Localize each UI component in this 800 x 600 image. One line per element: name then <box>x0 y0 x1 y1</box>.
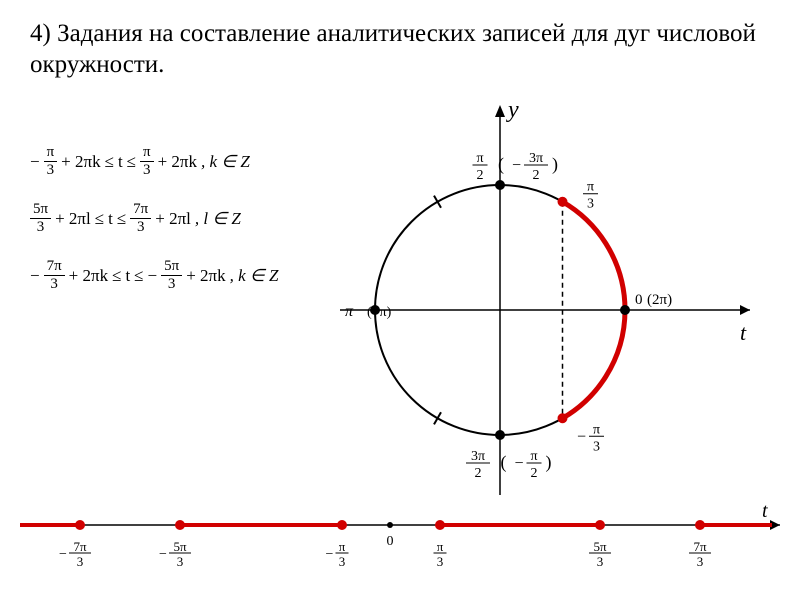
svg-text:π: π <box>437 539 444 554</box>
svg-text:3: 3 <box>587 197 594 212</box>
svg-text:3: 3 <box>77 554 84 569</box>
svg-text:−: − <box>159 547 167 562</box>
svg-text:7π: 7π <box>693 539 707 554</box>
svg-text:2: 2 <box>477 168 484 183</box>
svg-text:(: ( <box>498 154 504 175</box>
svg-text:2: 2 <box>475 466 482 481</box>
svg-text:π: π <box>593 422 600 437</box>
svg-text:(2π): (2π) <box>647 292 672 308</box>
inequality-3: − 7π3 + 2πk ≤ t ≤ − 5π3 + 2πk , k ∈ Z <box>30 259 278 292</box>
svg-text:−: − <box>512 157 521 174</box>
svg-text:): ) <box>552 154 558 175</box>
svg-text:π: π <box>339 539 346 554</box>
svg-text:π: π <box>530 449 537 464</box>
svg-text:0: 0 <box>635 292 643 308</box>
svg-text:2: 2 <box>533 168 540 183</box>
svg-text:): ) <box>546 452 552 473</box>
svg-text:t: t <box>762 505 768 522</box>
number-line: −7π3−5π3−π30π35π37π3t <box>20 505 790 590</box>
svg-text:5π: 5π <box>173 539 187 554</box>
svg-text:−: − <box>59 547 67 562</box>
svg-text:3: 3 <box>339 554 346 569</box>
svg-text:(: ( <box>501 452 507 473</box>
inequality-2: 5π3 + 2πl ≤ t ≤ 7π3 + 2πl , l ∈ Z <box>30 202 278 235</box>
svg-text:−: − <box>577 428 586 445</box>
svg-text:−: − <box>515 455 524 472</box>
svg-text:3: 3 <box>593 439 600 454</box>
svg-text:2: 2 <box>531 466 538 481</box>
inequality-1: − π3 + 2πk ≤ t ≤ π3 + 2πk , k ∈ Z <box>30 145 278 178</box>
svg-text:3π: 3π <box>529 151 543 166</box>
svg-text:3: 3 <box>437 554 444 569</box>
svg-text:3: 3 <box>697 554 704 569</box>
svg-text:(−π): (−π) <box>367 305 392 320</box>
svg-text:3: 3 <box>597 554 604 569</box>
svg-text:−: − <box>326 547 334 562</box>
svg-text:π: π <box>476 151 483 166</box>
inequalities-block: − π3 + 2πk ≤ t ≤ π3 + 2πk , k ∈ Z 5π3 + … <box>30 145 278 316</box>
svg-text:3π: 3π <box>471 449 485 464</box>
unit-circle-diagram: ytπ2(−3π2)0(2π)π(−π)3π2(−π2)π3−π3 <box>310 95 780 520</box>
svg-text:0: 0 <box>387 534 394 549</box>
svg-text:t: t <box>740 320 747 345</box>
svg-text:5π: 5π <box>593 539 607 554</box>
svg-text:π: π <box>587 180 594 195</box>
svg-text:3: 3 <box>177 554 184 569</box>
svg-text:7π: 7π <box>73 539 87 554</box>
svg-text:π: π <box>345 303 354 320</box>
page-title: 4) Задания на составление аналитических … <box>30 18 770 81</box>
svg-text:y: y <box>506 97 519 123</box>
